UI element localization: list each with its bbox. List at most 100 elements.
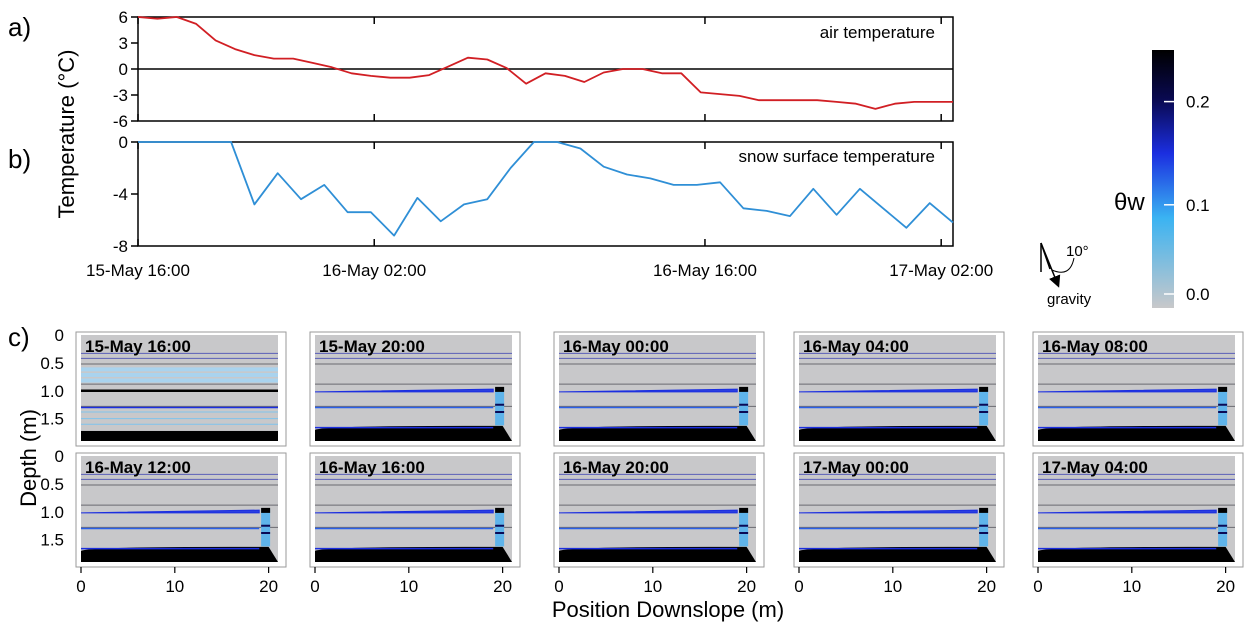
- position-tick-label: 20: [259, 577, 278, 596]
- x-tick-label: 16-May 16:00: [653, 261, 757, 280]
- gravity-label: gravity: [1047, 291, 1092, 308]
- boundary-top: [739, 386, 749, 392]
- saturated-base: [799, 546, 996, 562]
- snow-slab: [559, 335, 756, 441]
- gravity-arrow: [1040, 242, 1061, 288]
- water-content-panel: 16-May 04:00: [793, 331, 1005, 447]
- water-content-panel: 15-May 16:00: [75, 331, 287, 447]
- wet-band: [81, 367, 278, 372]
- snow-slab: [315, 335, 512, 441]
- snow-slab: [799, 335, 996, 441]
- position-tick-label: 20: [737, 577, 756, 596]
- boundary-top: [495, 507, 505, 513]
- angle-label: 10°: [1066, 243, 1089, 260]
- panel-timestamp: 15-May 16:00: [85, 337, 191, 356]
- position-tick-label: 0: [794, 577, 803, 596]
- wet-layer-upper: [558, 388, 738, 393]
- boundary-column: [495, 388, 505, 426]
- panel-timestamp: 16-May 08:00: [1042, 337, 1148, 356]
- snow-slab: [315, 456, 512, 562]
- position-axis-label: Position Downslope (m): [552, 597, 784, 622]
- y-tick-label: 0: [119, 133, 128, 152]
- y-tick-label: 3: [119, 34, 128, 53]
- saturated-base: [559, 546, 756, 562]
- water-content-panels: 15-May 16:00 15-May 20:00 16-May 00:00 16-M…: [75, 331, 1244, 568]
- air-temperature-chart: air temperature 6 3 0 -3 -6: [113, 8, 954, 131]
- x-tick-label: 17-May 02:00: [889, 261, 993, 280]
- water-content-panel: 16-May 20:00: [553, 452, 765, 568]
- y-tick-label: 0: [119, 60, 128, 79]
- position-tick-label: 0: [554, 577, 563, 596]
- depth-tick-label: 0: [55, 326, 64, 345]
- gravity-inset: 10° gravity: [1040, 242, 1092, 308]
- boundary-top: [1218, 507, 1228, 513]
- saturated-base: [315, 546, 512, 562]
- position-tick-label: 10: [1122, 577, 1141, 596]
- snow-slab: [81, 335, 278, 441]
- colorbar-gradient: [1152, 50, 1174, 308]
- wet-layer-upper: [1037, 388, 1217, 393]
- boundary-column: [261, 509, 271, 547]
- panel-label-c: c): [8, 322, 30, 352]
- boundary-top: [261, 507, 271, 513]
- y-tick-label: 6: [119, 8, 128, 27]
- depth-tick-label: 1.5: [40, 531, 64, 550]
- panel-timestamp: 16-May 20:00: [563, 458, 669, 477]
- snow-slab: [81, 456, 278, 562]
- boundary-top: [739, 507, 749, 513]
- boundary-column: [979, 509, 989, 547]
- panel-timestamp: 17-May 00:00: [803, 458, 909, 477]
- position-tick-label: 0: [76, 577, 85, 596]
- air-temperature-annotation: air temperature: [820, 23, 935, 42]
- snow-slab: [1038, 456, 1235, 562]
- position-tick-label: 10: [165, 577, 184, 596]
- y-tick-label: -6: [113, 112, 128, 131]
- depth-tick-label: 0: [55, 447, 64, 466]
- saturated-base: [81, 546, 278, 562]
- saturated-base: [1038, 546, 1235, 562]
- water-content-panel: 16-May 16:00: [309, 452, 521, 568]
- depth-tick-label: 0.5: [40, 475, 64, 494]
- depth-tick-label: 1.0: [40, 503, 64, 522]
- boundary-column: [739, 509, 749, 547]
- colorbar-tick-label: 0.0: [1186, 285, 1210, 304]
- position-tick-label: 10: [643, 577, 662, 596]
- panel-timestamp: 16-May 00:00: [563, 337, 669, 356]
- boundary-column: [1218, 388, 1228, 426]
- wet-layer-upper: [798, 388, 978, 393]
- panel-timestamp: 17-May 04:00: [1042, 458, 1148, 477]
- water-content-panel: 15-May 20:00: [309, 331, 521, 447]
- colorbar-tick-label: 0.1: [1186, 196, 1210, 215]
- boundary-top: [979, 507, 989, 513]
- depth-axis-label: Depth (m): [16, 409, 41, 507]
- wet-band: [81, 372, 278, 377]
- snow-slab: [1038, 335, 1235, 441]
- panel-timestamp: 16-May 04:00: [803, 337, 909, 356]
- water-content-panel: 16-May 00:00: [553, 331, 765, 447]
- angle-arc: [1051, 257, 1075, 273]
- depth-tick-label: 1.0: [40, 382, 64, 401]
- x-tick-label: 15-May 16:00: [86, 261, 190, 280]
- position-tick-label: 20: [977, 577, 996, 596]
- wet-layer-upper: [80, 509, 260, 514]
- wet-layer-upper: [314, 509, 494, 514]
- y-tick-label: -4: [113, 185, 128, 204]
- boundary-top: [979, 386, 989, 392]
- snow-surface-temperature-chart: snow surface temperature 0 -4 -8 15-May 16…: [86, 133, 993, 280]
- y-tick-label: -8: [113, 237, 128, 256]
- wet-layer-upper: [1037, 509, 1217, 514]
- boundary-top: [495, 386, 505, 392]
- boundary-column: [979, 388, 989, 426]
- depth-axis: Depth (m) 0 0.5 1.0 1.5 0 0.5 1.0 1.5: [16, 326, 64, 550]
- position-tick-label: 20: [493, 577, 512, 596]
- boundary-column: [1218, 509, 1228, 547]
- position-tick-label: 10: [399, 577, 418, 596]
- series-line: [138, 141, 954, 237]
- position-tick-label: 20: [1216, 577, 1235, 596]
- boundary-column: [739, 388, 749, 426]
- wet-layer-upper: [314, 388, 494, 393]
- saturated-base: [81, 430, 278, 441]
- colorbar-label: θw: [1114, 189, 1145, 216]
- panel-label-b: b): [8, 144, 31, 174]
